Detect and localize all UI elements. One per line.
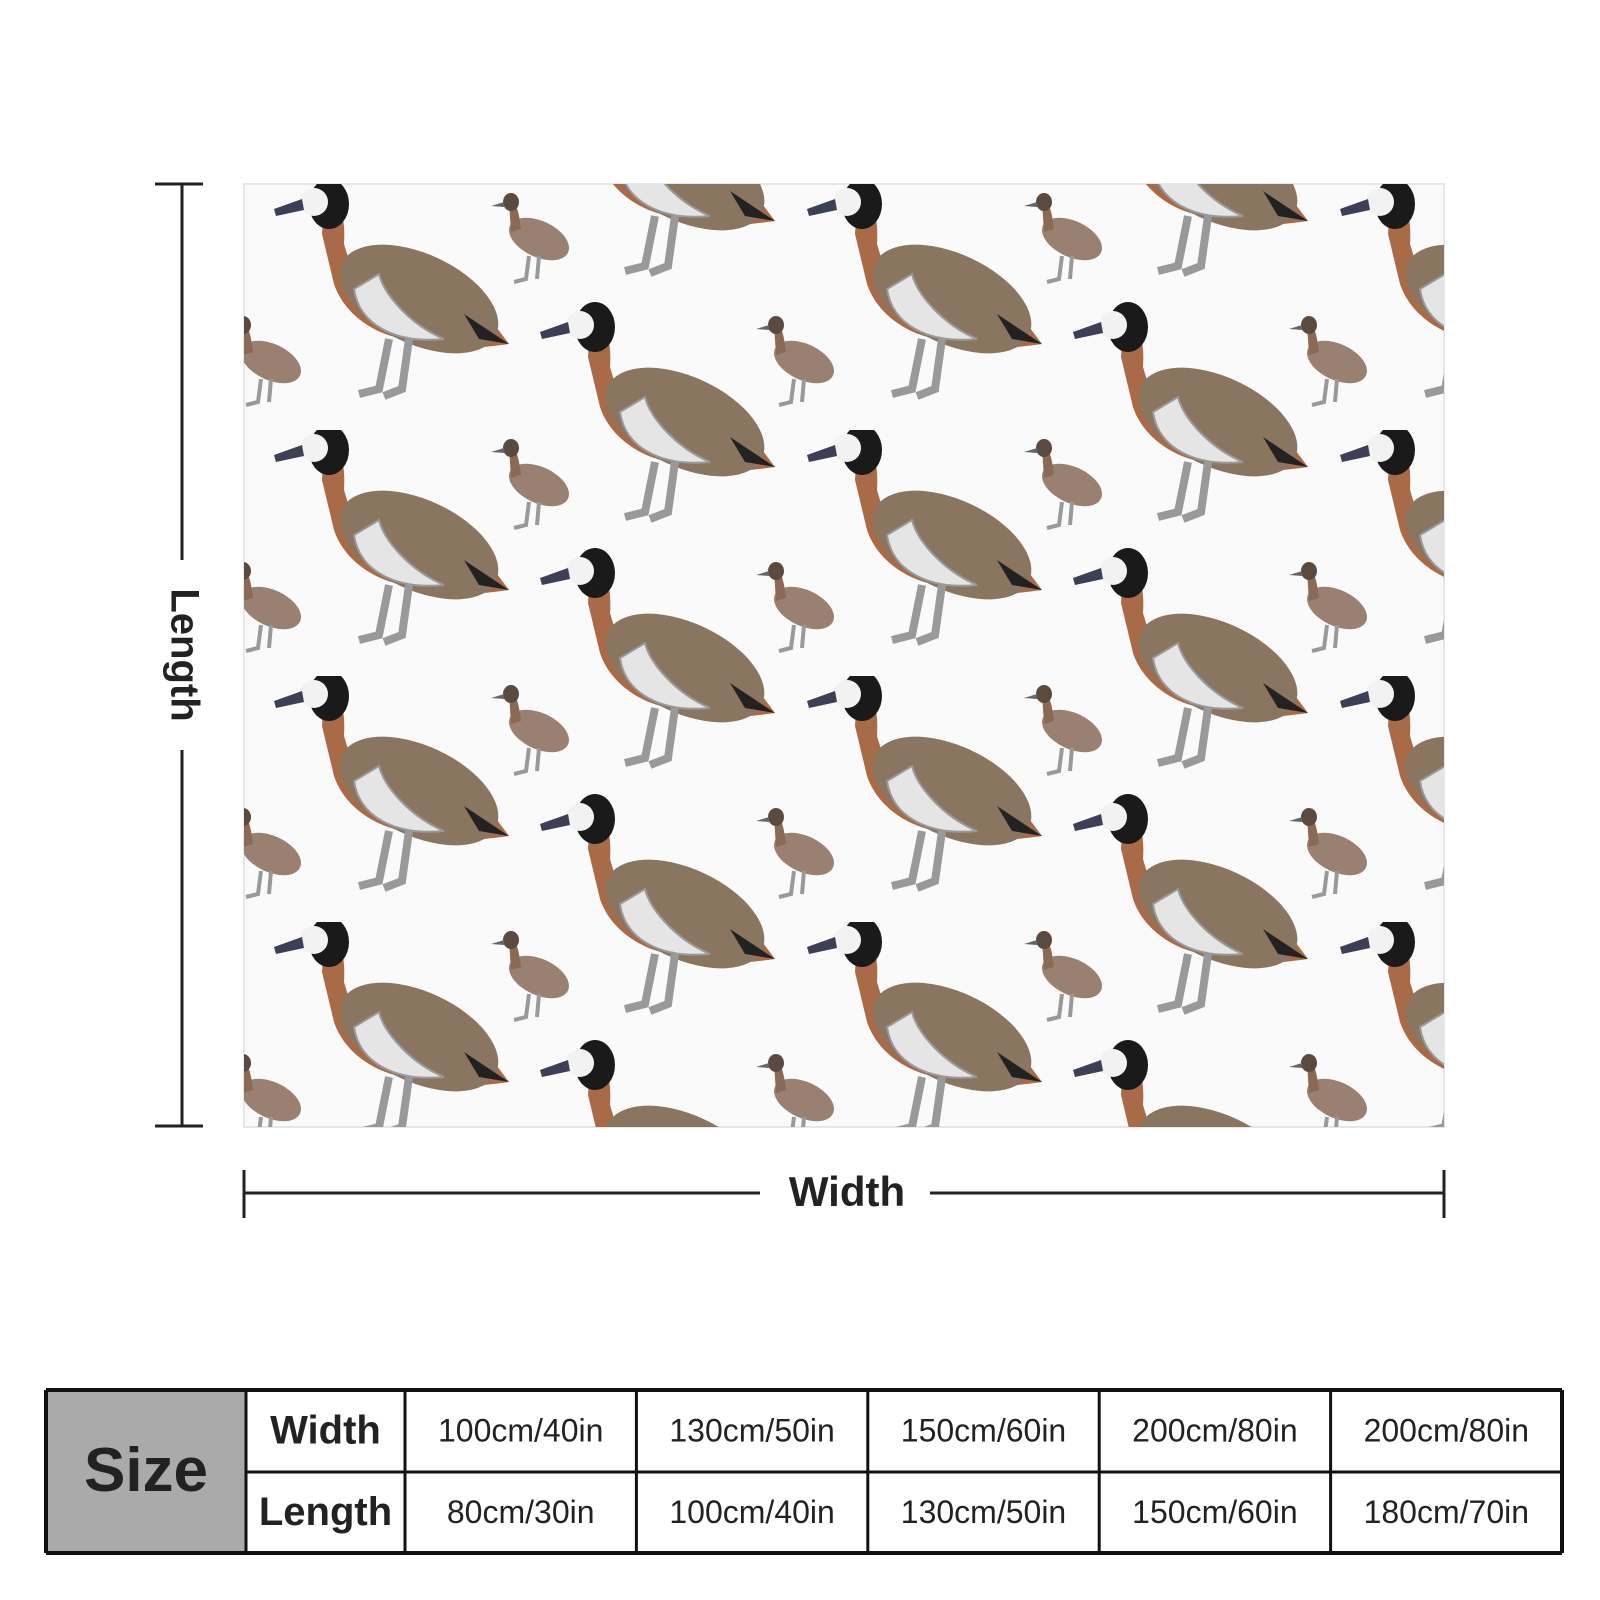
row-header: Width: [270, 1409, 381, 1453]
size-cell: 100cm/40in: [669, 1494, 834, 1530]
size-title: Size: [84, 1436, 208, 1505]
size-cell: 100cm/40in: [438, 1412, 603, 1448]
width-label: Width: [789, 1168, 905, 1215]
size-cell: 130cm/50in: [669, 1412, 834, 1448]
size-cell: 130cm/50in: [901, 1494, 1066, 1530]
duck-pattern: [244, 184, 1444, 1127]
row-header: Length: [259, 1490, 392, 1534]
size-table: Size Width 100cm/40in 130cm/50in 150cm/60in 2…: [44, 1388, 1564, 1555]
size-cell: 80cm/30in: [447, 1494, 595, 1530]
size-cell: 150cm/60in: [1132, 1494, 1297, 1530]
size-cell: 200cm/80in: [1364, 1412, 1529, 1448]
length-label: Length: [162, 588, 206, 721]
length-dimension: [155, 182, 203, 1128]
size-cell: 180cm/70in: [1364, 1494, 1529, 1530]
width-dimension: [242, 1170, 1446, 1218]
size-cell: 150cm/60in: [901, 1412, 1066, 1448]
size-header-cell: [46, 1390, 246, 1553]
size-cell: 200cm/80in: [1132, 1412, 1297, 1448]
